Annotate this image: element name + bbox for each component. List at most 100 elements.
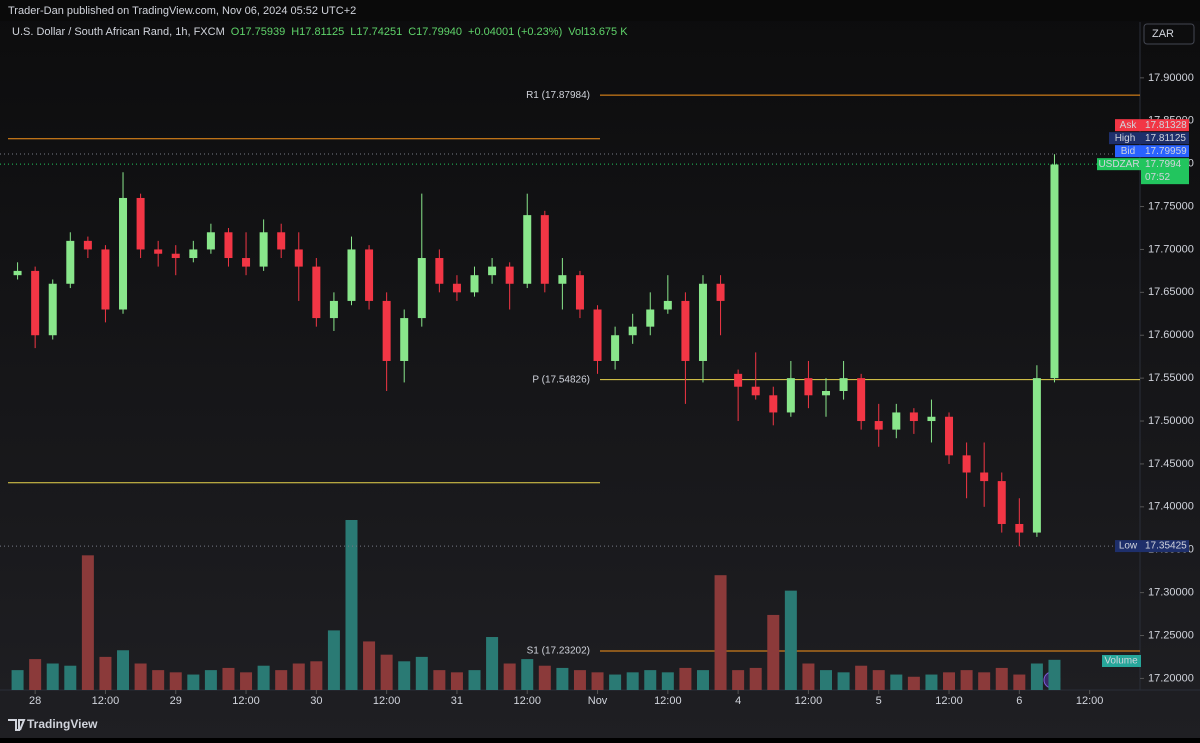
badge-time: 07:52: [1145, 172, 1170, 183]
volume-bar: [978, 672, 991, 690]
badge-value: 17.81328: [1145, 120, 1187, 131]
candle-body: [136, 197, 145, 250]
volume-bar: [257, 665, 270, 690]
y-tick-label: 17.30000: [1148, 587, 1194, 599]
badge-value: 17.7994: [1145, 159, 1182, 170]
volume-bar: [1048, 659, 1061, 690]
badge-value-box: [1141, 145, 1189, 158]
pivot-label: P (17.54826): [532, 374, 590, 385]
candle-body: [101, 249, 110, 310]
y-tick-label: 17.75000: [1148, 200, 1194, 212]
y-tick-label: 17.55000: [1148, 372, 1194, 384]
x-tick-label: 6: [1016, 695, 1022, 707]
volume-bar: [732, 670, 745, 690]
candle-body: [382, 300, 391, 361]
volume-bar: [591, 672, 604, 690]
badge-name: USDZAR: [1098, 159, 1139, 170]
volume-bar: [468, 670, 481, 690]
volume-bar: [275, 670, 288, 690]
candle-body: [31, 270, 40, 336]
badge-value-box: [1141, 158, 1189, 185]
volume-bar: [661, 672, 674, 690]
candle-body: [1015, 523, 1024, 533]
quote-value: C17.79940: [408, 26, 462, 38]
volume-bar: [960, 670, 973, 690]
volume-bar: [907, 676, 920, 690]
badge-value-box: [1141, 132, 1189, 145]
volume-badge-box: [1102, 655, 1141, 667]
volume-bar: [820, 670, 833, 690]
quote-value: O17.75939: [231, 26, 285, 38]
currency: ZAR: [1152, 28, 1174, 40]
volume-bar: [64, 665, 77, 690]
x-tick-label: 12:00: [935, 695, 963, 707]
candle-body: [452, 283, 461, 293]
volume-bar: [486, 637, 499, 690]
badge-value: 17.79959: [1145, 146, 1187, 157]
volume-bar: [696, 670, 709, 690]
candle-body: [488, 266, 497, 276]
candle-body: [786, 378, 795, 413]
pivot-label: S1 (17.23202): [527, 646, 590, 657]
candle-body: [611, 335, 620, 361]
candle-body: [417, 258, 426, 319]
badge-name-box: [1109, 132, 1141, 145]
candle-body: [909, 412, 918, 422]
volume-bar: [521, 659, 534, 690]
candle-body: [892, 412, 901, 430]
candle-body: [716, 283, 725, 301]
candle-body: [277, 232, 286, 250]
volume-bar: [117, 650, 130, 690]
candle-body: [66, 240, 75, 284]
x-tick-label: 12:00: [513, 695, 541, 707]
x-tick-label: 12:00: [373, 695, 401, 707]
volume-bar: [363, 641, 376, 690]
pivot-label: R1 (17.87984): [526, 90, 590, 101]
candle-body: [1050, 164, 1059, 379]
candle-body: [189, 249, 198, 259]
volume-bar: [714, 575, 727, 690]
candle-body: [769, 395, 778, 413]
candle-body: [980, 472, 989, 482]
volume-bar: [327, 630, 340, 690]
candle-body: [347, 249, 356, 301]
candle-body: [312, 266, 321, 319]
quote-value: Vol13.675 K: [568, 26, 628, 38]
candle-body: [751, 386, 760, 396]
volume-bar: [310, 661, 323, 690]
x-tick-label: 12:00: [232, 695, 260, 707]
symbol-quote: U.S. Dollar / South African Rand, 1h, FX…: [12, 26, 628, 38]
candle-body: [83, 240, 92, 250]
badge-value: 17.35425: [1145, 541, 1187, 552]
candle-body: [945, 416, 954, 456]
candle-body: [646, 309, 655, 327]
x-tick-label: 5: [876, 695, 882, 707]
y-tick-label: 17.65000: [1148, 286, 1194, 298]
candle-body: [294, 249, 303, 267]
candle-body: [224, 232, 233, 259]
candle-body: [962, 455, 971, 473]
volume-bar: [222, 667, 235, 690]
volume-bar: [81, 555, 94, 690]
x-tick-label: Nov: [588, 695, 608, 707]
brand: TradingView: [27, 717, 98, 731]
candle-body: [540, 215, 549, 284]
volume-bar: [767, 614, 780, 690]
badge-name-box: [1115, 540, 1141, 553]
candle-body: [119, 197, 128, 310]
volume-bar: [169, 672, 182, 690]
x-tick-label: 31: [451, 695, 463, 707]
volume-bar: [626, 672, 639, 690]
volume-bar: [995, 667, 1008, 690]
currency-box[interactable]: [1143, 23, 1195, 45]
volume-bar: [433, 670, 446, 690]
badge-name-box: [1115, 145, 1141, 158]
candle-body: [13, 270, 22, 276]
volume-bar: [398, 661, 411, 690]
y-tick-label: 17.70000: [1148, 243, 1194, 255]
candle-body: [927, 416, 936, 422]
published-note: Trader-Dan published on TradingView.com,…: [8, 5, 356, 17]
volume-bar: [29, 659, 42, 690]
